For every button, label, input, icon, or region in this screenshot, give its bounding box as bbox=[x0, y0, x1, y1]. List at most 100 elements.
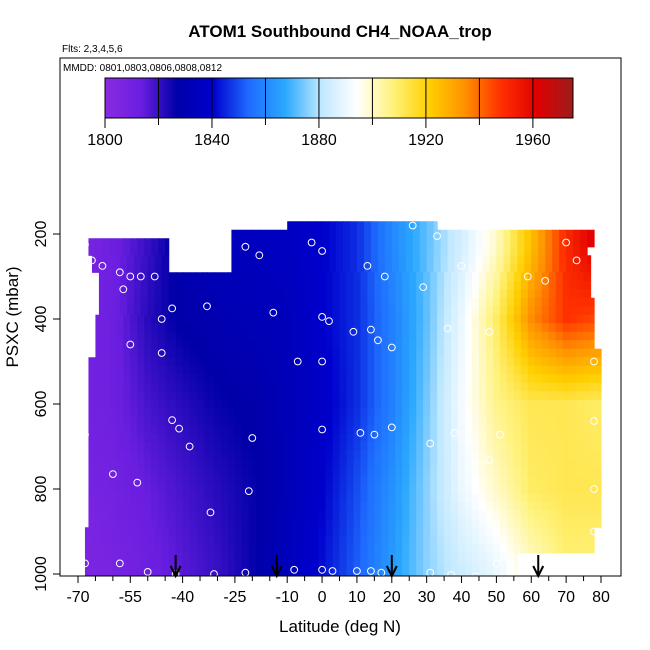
sample-point bbox=[126, 340, 135, 349]
heat-cell bbox=[227, 297, 236, 307]
heat-cell bbox=[182, 535, 191, 545]
heat-cell bbox=[196, 297, 205, 307]
heat-cell bbox=[84, 527, 93, 537]
heat-cell bbox=[423, 323, 431, 333]
heat-cell bbox=[227, 518, 236, 528]
heat-cell bbox=[590, 476, 599, 486]
heat-cell bbox=[349, 238, 358, 248]
heat-cell bbox=[562, 348, 571, 358]
heat-cell bbox=[207, 510, 215, 520]
heat-cell bbox=[332, 476, 341, 486]
heat-cell bbox=[416, 314, 424, 324]
heat-cell bbox=[381, 289, 389, 299]
heat-cell bbox=[374, 450, 382, 460]
heat-cell bbox=[255, 476, 264, 486]
heat-cell bbox=[130, 459, 138, 469]
heat-cell bbox=[374, 527, 382, 537]
heat-cell bbox=[597, 357, 602, 367]
heat-cell bbox=[339, 552, 348, 562]
heat-cell bbox=[203, 527, 208, 537]
heat-cell bbox=[485, 527, 494, 537]
heat-cell bbox=[234, 348, 243, 358]
heat-cell bbox=[465, 280, 473, 290]
heat-cell bbox=[451, 544, 459, 554]
heat-cell bbox=[360, 467, 368, 477]
heat-cell bbox=[433, 255, 442, 265]
heat-cell bbox=[367, 510, 375, 520]
heat-cell bbox=[158, 382, 166, 392]
x-tick-label: 20 bbox=[383, 589, 401, 606]
heat-cell bbox=[133, 569, 142, 576]
heat-cell bbox=[151, 425, 159, 435]
heat-cell bbox=[252, 255, 260, 265]
heat-cell bbox=[105, 263, 114, 273]
heat-cell bbox=[346, 442, 355, 452]
heat-cell bbox=[391, 221, 400, 231]
heat-cell bbox=[590, 382, 599, 392]
heat-cell bbox=[95, 518, 103, 528]
heat-cell bbox=[576, 340, 585, 350]
heat-cell bbox=[196, 467, 205, 477]
heat-cell bbox=[562, 357, 571, 367]
heat-cell bbox=[88, 433, 97, 443]
heat-cell bbox=[374, 459, 382, 469]
heat-cell bbox=[269, 544, 278, 554]
heat-cell bbox=[304, 314, 313, 324]
heat-cell bbox=[102, 433, 110, 443]
heat-cell bbox=[315, 221, 323, 231]
heat-cell bbox=[248, 493, 257, 503]
heat-cell bbox=[444, 382, 452, 392]
heat-cell bbox=[513, 450, 522, 460]
heat-cell bbox=[402, 535, 410, 545]
heat-cell bbox=[465, 348, 473, 358]
heat-cell bbox=[262, 450, 271, 460]
heat-cell bbox=[95, 382, 103, 392]
heat-cell bbox=[311, 399, 320, 409]
heat-cell bbox=[339, 510, 348, 520]
heat-cell bbox=[126, 535, 135, 545]
sample-point bbox=[175, 424, 184, 433]
heat-cell bbox=[534, 348, 543, 358]
heat-cell bbox=[318, 399, 327, 409]
heat-cell bbox=[98, 527, 107, 537]
heat-cell bbox=[283, 518, 292, 528]
heat-cell bbox=[140, 255, 149, 265]
heat-cell bbox=[196, 510, 205, 520]
heat-cell bbox=[248, 306, 257, 316]
colorbar-tick-label: 1840 bbox=[194, 132, 230, 149]
heat-cell bbox=[541, 425, 550, 435]
heat-cell bbox=[269, 518, 278, 528]
heat-cell bbox=[325, 331, 334, 341]
heat-cell bbox=[444, 510, 452, 520]
heat-cell bbox=[189, 408, 198, 418]
heat-cell bbox=[510, 255, 518, 265]
heat-cell bbox=[353, 306, 362, 316]
heat-cell bbox=[402, 297, 410, 307]
heat-cell bbox=[109, 399, 117, 409]
heat-cell bbox=[492, 340, 501, 350]
heat-cell bbox=[541, 501, 550, 511]
heat-cell bbox=[311, 425, 320, 435]
heat-cell bbox=[437, 323, 445, 333]
heat-cell bbox=[506, 272, 515, 282]
heat-cell bbox=[506, 442, 515, 452]
heat-cell bbox=[175, 552, 184, 562]
heat-cell bbox=[409, 289, 417, 299]
heat-cell bbox=[569, 399, 578, 409]
heat-cell bbox=[290, 493, 299, 503]
heat-cell bbox=[126, 272, 135, 282]
heat-cell bbox=[402, 323, 410, 333]
heat-cell bbox=[116, 340, 124, 350]
heat-cell bbox=[548, 348, 557, 358]
heat-cell bbox=[304, 416, 313, 426]
heat-cell bbox=[346, 552, 355, 562]
heat-cell bbox=[304, 408, 313, 418]
heat-cell bbox=[255, 425, 264, 435]
heat-cell bbox=[374, 442, 382, 452]
heat-cell bbox=[207, 340, 215, 350]
heat-cell bbox=[569, 340, 578, 350]
heat-cell bbox=[478, 501, 487, 511]
heat-cell bbox=[597, 501, 602, 511]
heat-cell bbox=[346, 416, 355, 426]
heat-cell bbox=[360, 433, 368, 443]
